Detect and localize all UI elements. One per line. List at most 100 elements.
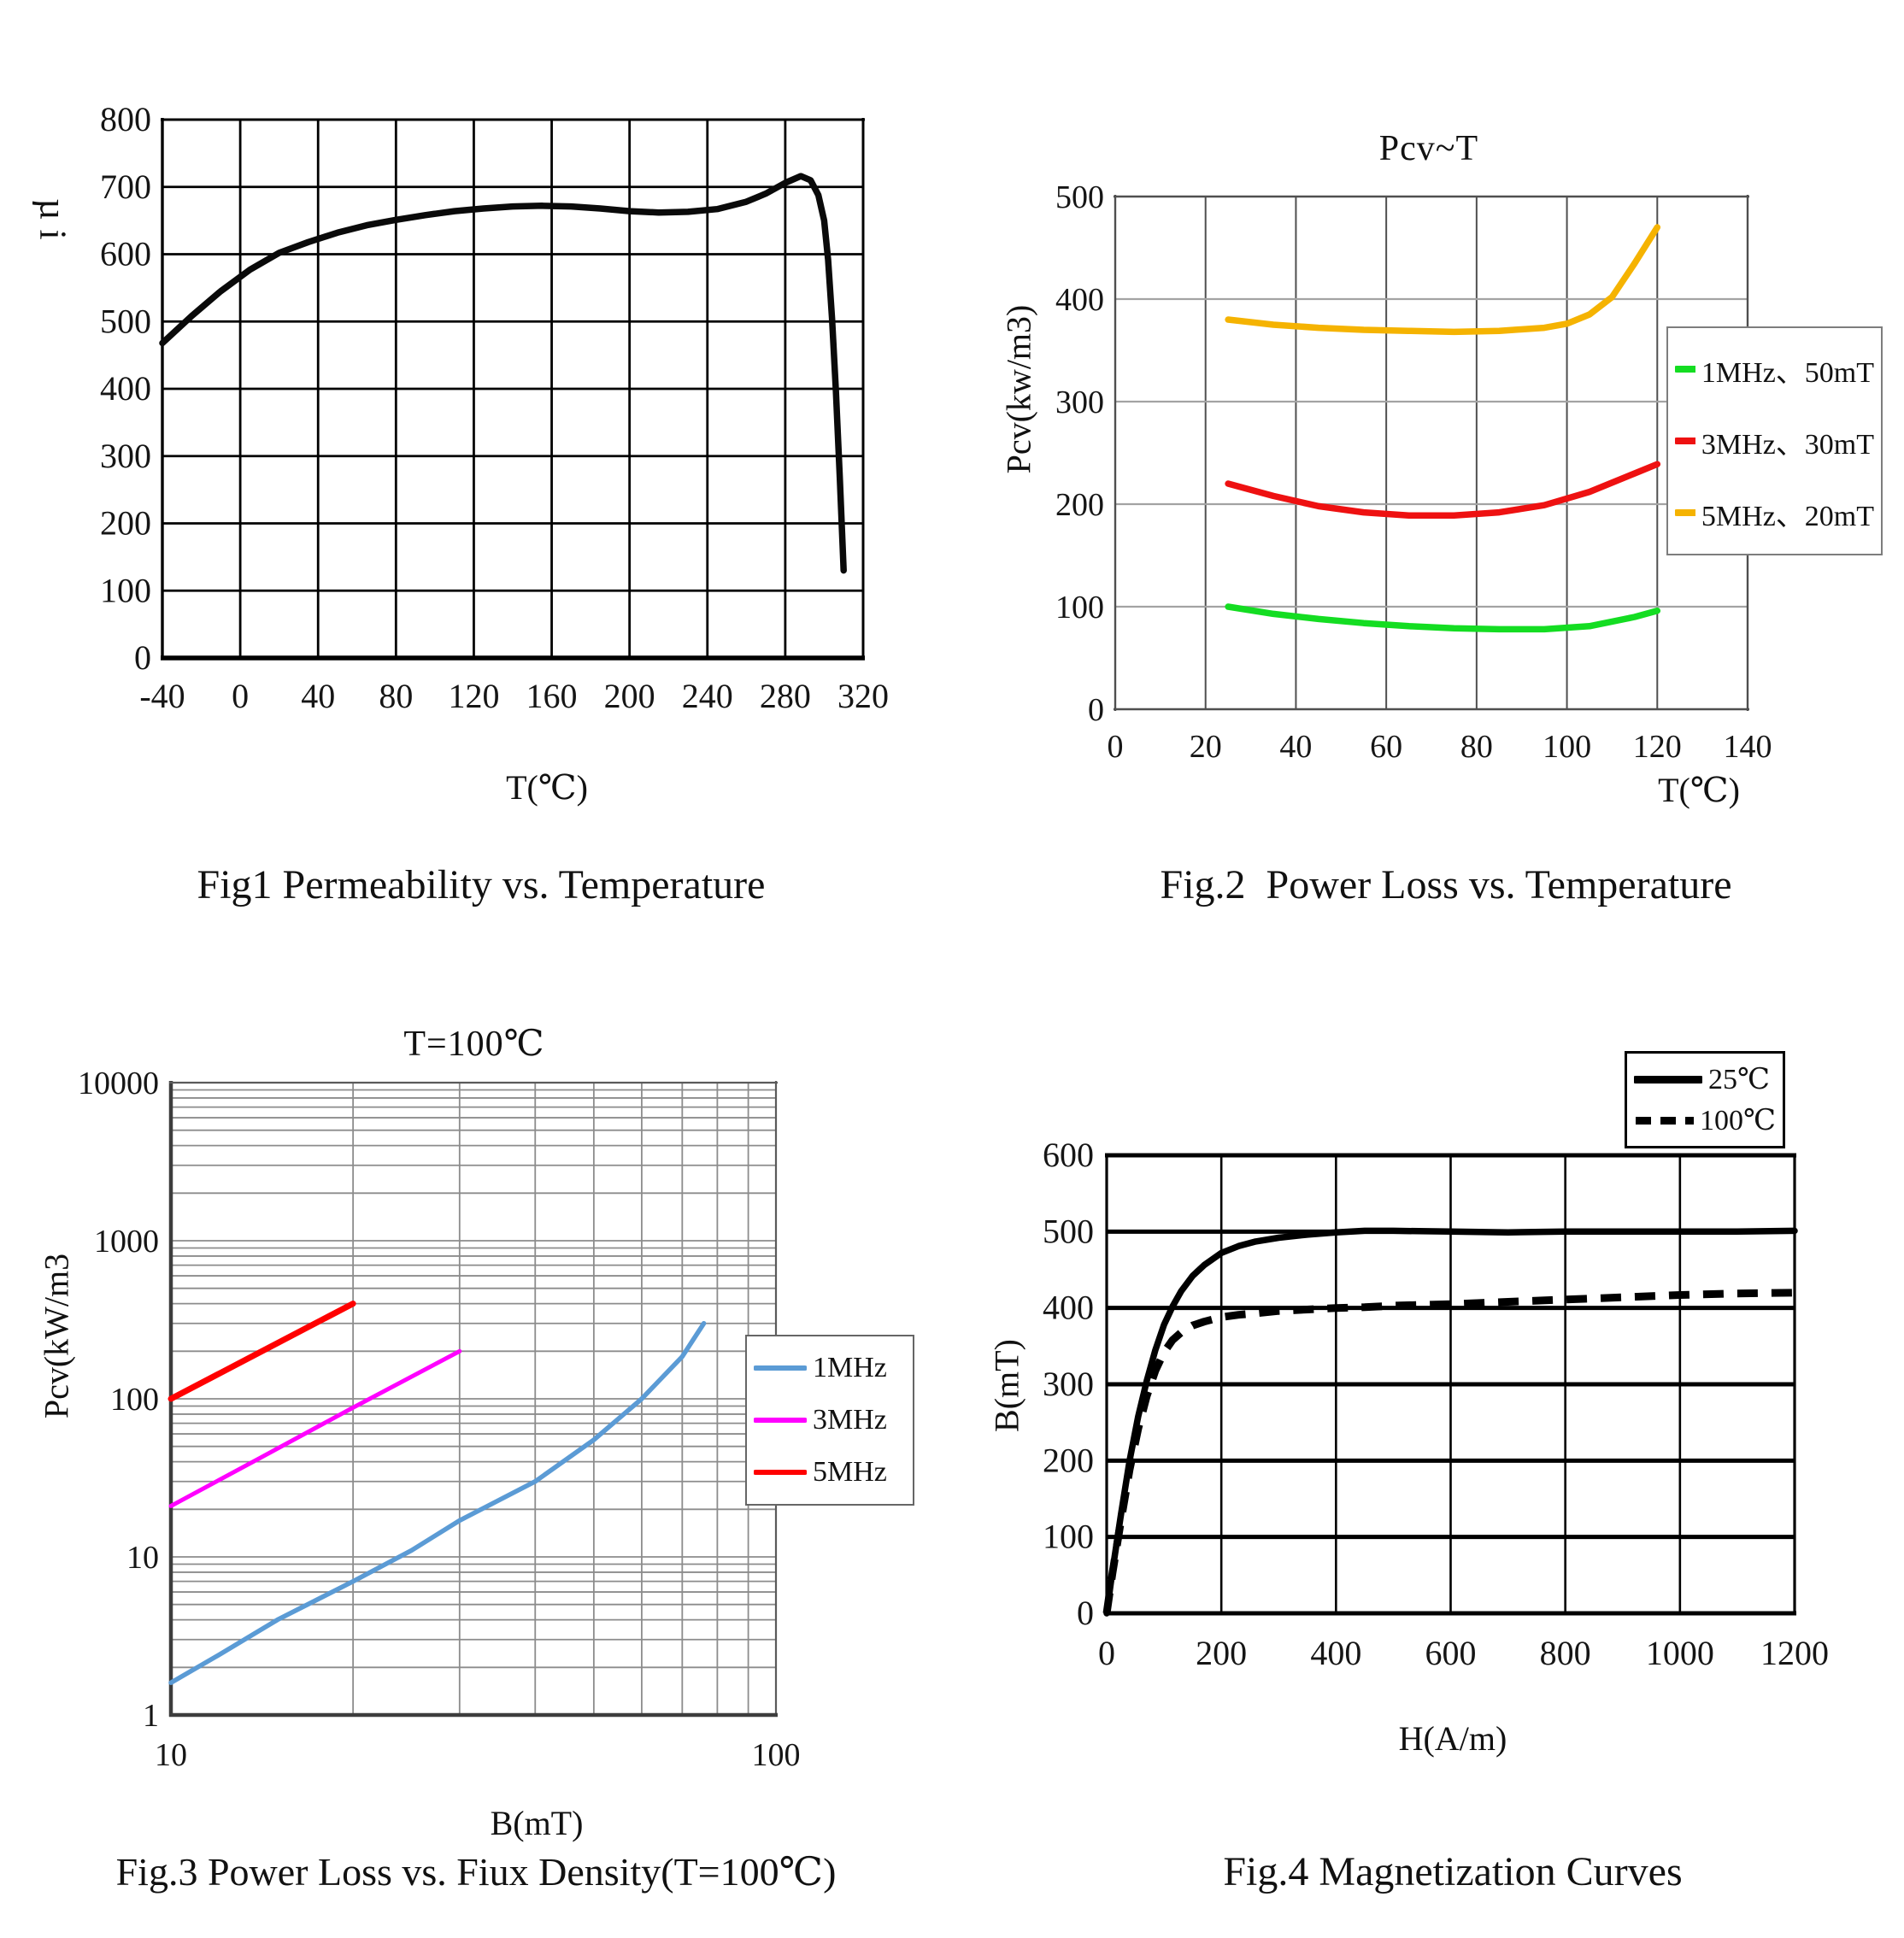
fig3-series-1MHz: [168, 1320, 707, 1685]
tick-label: 280: [760, 677, 811, 715]
legend-line-swatch: [754, 1417, 807, 1423]
fig3-y-axis-label: Pcv(kW/m3: [37, 1253, 76, 1419]
tick-label: 400: [1055, 282, 1104, 318]
tick-label: 140: [1724, 729, 1772, 765]
legend-label: 100℃: [1699, 1105, 1776, 1136]
tick-label: 300: [1043, 1365, 1094, 1403]
tick-label: 80: [379, 677, 413, 715]
legend-label: 5MHz、20mT: [1701, 500, 1874, 532]
fig1-y-axis-label: µ i: [32, 198, 74, 240]
fig3-series-5MHz: [167, 1301, 356, 1402]
tick-label: 160: [526, 677, 578, 715]
tick-label: 400: [100, 369, 151, 408]
tick-label: 60: [1370, 729, 1402, 765]
tick-label: 320: [837, 677, 889, 715]
fig4-legend-item-25℃: 25℃: [1634, 1062, 1776, 1096]
tick-label: 20: [1190, 729, 1222, 765]
fig4-chart: 0 100 200 300 400 500 600 0 200 400 600 800 1000 1200: [1043, 1136, 1829, 1672]
legend-line-swatch: [1634, 1075, 1702, 1084]
tick-label: 10: [126, 1540, 159, 1576]
tick-label: 500: [100, 302, 151, 340]
tick-label: 120: [448, 677, 499, 715]
fig2-caption: Fig.2 Power Loss vs. Temperature: [1160, 862, 1732, 907]
tick-label: 100: [1043, 1518, 1094, 1556]
legend-line-swatch: [754, 1365, 807, 1371]
tick-label: 80: [1460, 729, 1493, 765]
fig3-legend: 1MHz 3MHz 5MHz: [745, 1335, 914, 1506]
legend-line-swatch: [1675, 366, 1695, 373]
fig2-x-axis-label: T(℃): [1658, 771, 1740, 809]
tick-label: 0: [1098, 1634, 1115, 1672]
tick-label: 1: [143, 1698, 159, 1734]
fig1-caption: Fig1 Permeability vs. Temperature: [197, 862, 766, 907]
fig3-legend-item-3MHz: 3MHz: [754, 1404, 906, 1436]
fig3-caption: Fig.3 Power Loss vs. Fiux Density(T=100℃…: [115, 1850, 837, 1894]
fig4-series-100℃: [1102, 1289, 1795, 1614]
fig2-legend-item-1MHz、50mT: 1MHz、50mT: [1675, 349, 1874, 391]
tick-label: 200: [604, 677, 655, 715]
tick-label: 200: [1043, 1441, 1094, 1479]
tick-label: 0: [134, 638, 151, 677]
tick-label: 100: [1543, 729, 1591, 765]
fig3-legend-item-1MHz: 1MHz: [754, 1352, 906, 1384]
tick-label: 0: [1108, 729, 1124, 765]
legend-line-swatch: [1636, 1116, 1694, 1125]
fig3-grid: [171, 1083, 776, 1715]
tick-label: 500: [1043, 1212, 1094, 1250]
tick-label: 240: [682, 677, 733, 715]
fig1-x-axis-label: T(℃): [506, 768, 588, 807]
tick-label: 400: [1043, 1289, 1094, 1327]
legend-line-swatch: [1675, 438, 1695, 444]
tick-label: 600: [100, 235, 151, 273]
fig2-legend: 1MHz、50mT 3MHz、30mT 5MHz、20mT: [1666, 326, 1883, 555]
fig2-series-3MHz、30mT: [1225, 461, 1661, 519]
tick-label: 700: [100, 167, 151, 206]
tick-label: 800: [100, 100, 151, 138]
fig4-y-axis-label: B(mT): [987, 1339, 1026, 1432]
fig2-series-5MHz、20mT: [1225, 224, 1661, 336]
tick-label: 40: [1279, 729, 1312, 765]
tick-label: 600: [1425, 1634, 1477, 1672]
tick-label: 0: [1077, 1594, 1094, 1632]
tick-label: 200: [1196, 1634, 1247, 1672]
fig3-legend-item-5MHz: 5MHz: [754, 1456, 906, 1489]
fig2-series-1MHz、50mT: [1225, 603, 1661, 633]
tick-label: 100: [1055, 590, 1104, 625]
tick-label: 40: [301, 677, 335, 715]
tick-label: 100: [100, 571, 151, 609]
tick-label: 100: [752, 1737, 801, 1773]
fig2-grid: [1115, 197, 1748, 709]
tick-label: 10: [155, 1737, 187, 1773]
legend-line-swatch: [1675, 509, 1695, 516]
legend-label: 3MHz: [813, 1403, 887, 1436]
fig1-grid: [162, 120, 863, 658]
tick-label: 800: [1540, 1634, 1591, 1672]
fig4-x-axis-label: H(A/m): [1398, 1719, 1507, 1758]
fig3-title: T=100℃: [403, 1025, 545, 1064]
legend-label: 1MHz、50mT: [1701, 356, 1874, 389]
tick-label: 200: [1055, 487, 1104, 523]
legend-line-swatch: [754, 1470, 807, 1476]
tick-label: 200: [100, 504, 151, 543]
tick-label: 300: [1055, 385, 1104, 420]
fig4-legend: 25℃ 100℃: [1625, 1051, 1785, 1148]
tick-label: 0: [1088, 692, 1104, 728]
legend-label: 3MHz、30mT: [1701, 428, 1874, 461]
tick-label: 500: [1055, 179, 1104, 215]
tick-label: 10000: [78, 1066, 159, 1101]
tick-label: 100: [110, 1382, 159, 1418]
legend-label: 5MHz: [813, 1456, 887, 1489]
fig1-series-µi: [159, 173, 847, 574]
fig4-legend-item-100℃: 100℃: [1634, 1103, 1776, 1137]
fig3-series-3MHz: [168, 1348, 462, 1508]
tick-label: 1200: [1760, 1634, 1829, 1672]
tick-label: -40: [139, 677, 185, 715]
fig2-legend-item-5MHz、20mT: 5MHz、20mT: [1675, 492, 1874, 534]
fig3-x-axis-label: B(mT): [490, 1804, 584, 1842]
fig2-y-axis-label: Pcv(kw/m3): [999, 304, 1038, 474]
tick-label: 400: [1310, 1634, 1361, 1672]
tick-label: 600: [1043, 1136, 1094, 1174]
